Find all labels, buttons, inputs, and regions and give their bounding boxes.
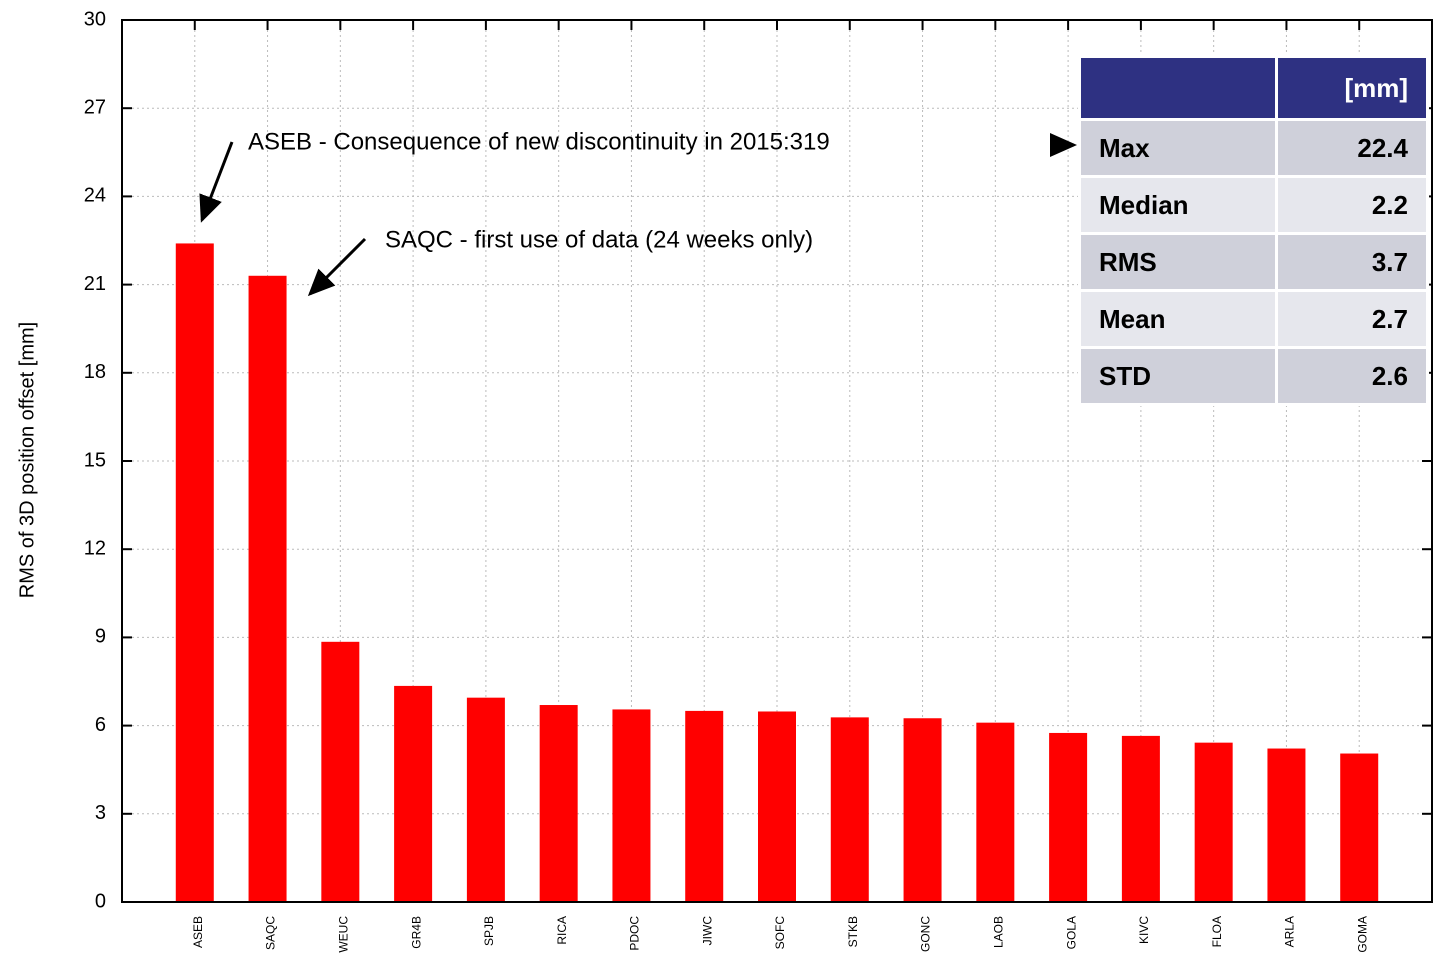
x-tick-label: GOMA — [1355, 916, 1369, 953]
bar — [248, 275, 287, 902]
x-tick-label: JIWC — [700, 916, 714, 946]
bar — [830, 717, 869, 902]
x-tick-label: SPJB — [482, 916, 496, 946]
x-tick-label: SOFC — [773, 916, 787, 950]
bar — [539, 705, 578, 902]
annotation: ASEB - Consequence of new discontinuity … — [248, 128, 830, 155]
table-cell: RMS — [1078, 232, 1278, 292]
table-cell: Max — [1078, 118, 1278, 178]
x-tick-label: SAQC — [264, 916, 278, 950]
y-axis-label: RMS of 3D position offset [mm] — [16, 322, 38, 598]
x-tick-label: FLOA — [1210, 916, 1224, 947]
table-header: [mm] — [1078, 55, 1429, 121]
bar — [1267, 748, 1306, 902]
x-tick-label: GONC — [919, 916, 933, 952]
bar — [612, 709, 651, 902]
arrow — [307, 237, 367, 297]
bar — [758, 711, 796, 902]
x-tick-label: KIVC — [1137, 916, 1151, 944]
x-tick-label: STKB — [846, 916, 860, 947]
bar — [685, 710, 724, 902]
annotation: SAQC - first use of data (24 weeks only) — [385, 226, 813, 253]
bar — [903, 718, 942, 902]
table-cell: STD — [1078, 346, 1278, 406]
bar — [976, 722, 1015, 902]
x-tick-label: LAOB — [992, 916, 1006, 948]
table-row: Mean 2.7 — [1078, 289, 1429, 349]
table-row: STD 2.6 — [1078, 346, 1429, 406]
y-tick-label: 18 — [84, 361, 106, 383]
x-tick-label: ARLA — [1283, 916, 1297, 947]
bar — [466, 697, 505, 902]
header-cell — [1078, 55, 1278, 121]
bar — [1049, 732, 1088, 902]
x-tick-label: WEUC — [337, 916, 351, 953]
x-tick-label: ASEB — [191, 916, 205, 948]
table-row: Median 2.2 — [1078, 175, 1429, 235]
x-tick-label: GR4B — [409, 916, 423, 949]
plot: 0 3 6 9 12 15 18 21 24 27 30 ASEB SAQC WEUC GR4B SPJB RI… — [84, 8, 1433, 953]
bar — [1340, 753, 1379, 902]
table-cell: Median — [1078, 175, 1278, 235]
table-cell: 2.2 — [1275, 175, 1429, 235]
y-tick-label: 3 — [95, 802, 106, 824]
y-tick-label: 9 — [95, 626, 106, 648]
y-tick-label: 6 — [95, 714, 106, 736]
table-row: RMS 3.7 — [1078, 232, 1429, 292]
table-cell: 2.6 — [1275, 346, 1429, 406]
y-tick-label: 21 — [84, 273, 106, 295]
table-cell: 2.7 — [1275, 289, 1429, 349]
bar — [321, 641, 360, 902]
table-cell: 3.7 — [1275, 232, 1429, 292]
table-row: Max 22.4 — [1078, 118, 1429, 178]
plot-frame — [121, 19, 1433, 903]
y-tick-label: 15 — [84, 449, 106, 471]
bar — [175, 243, 214, 902]
y-tick-label: 30 — [84, 8, 106, 30]
header-cell: [mm] — [1275, 55, 1429, 121]
x-tick-label: PDOC — [628, 916, 642, 951]
y-tick-label: 27 — [84, 96, 106, 118]
y-tick-label: 24 — [84, 185, 106, 207]
bar — [394, 685, 433, 902]
stats-table: [mm] Max 22.4 Median 2.2 RMS 3.7 Mean 2.7 STD 2.6 — [1078, 55, 1429, 406]
arrow — [199, 141, 234, 223]
x-tick-label: GOLA — [1064, 916, 1078, 949]
bar — [1121, 735, 1160, 902]
x-tick-label: RICA — [555, 916, 569, 945]
table-cell: 22.4 — [1275, 118, 1429, 178]
bar — [1194, 742, 1233, 902]
y-tick-label: 0 — [95, 890, 106, 912]
table-cell: Mean — [1078, 289, 1278, 349]
y-tick-label: 12 — [84, 537, 106, 559]
